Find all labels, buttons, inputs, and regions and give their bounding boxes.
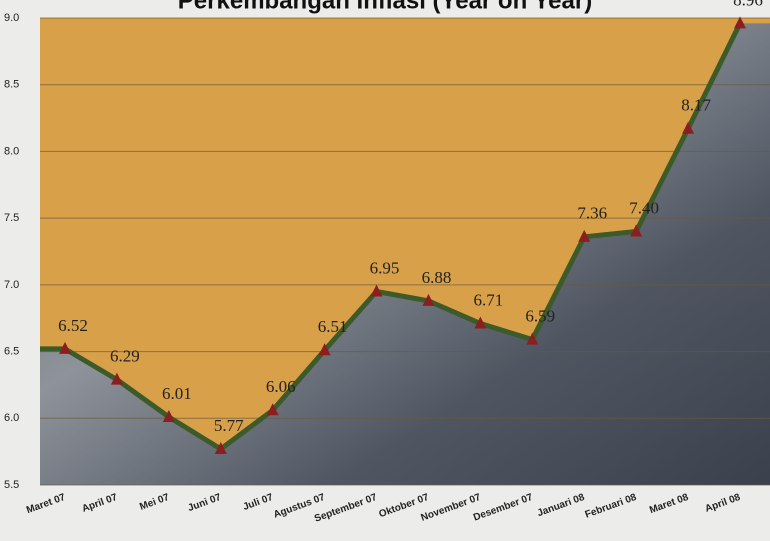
marker [474, 316, 487, 329]
marker [682, 121, 695, 134]
value-label: 6.06 [266, 377, 296, 396]
marker [370, 284, 383, 297]
value-label: 8.96 [733, 0, 763, 9]
marker [630, 224, 643, 237]
marker [214, 441, 227, 454]
value-label: 5.77 [214, 416, 244, 435]
value-label: 6.88 [422, 268, 452, 287]
marker [59, 341, 71, 354]
area-fill [40, 18, 770, 449]
marker [266, 403, 279, 416]
y-tick-label: 7.0 [4, 279, 19, 291]
marker [578, 229, 591, 242]
marker [110, 372, 123, 385]
marker [526, 332, 539, 345]
y-tick-label: 8.0 [4, 145, 19, 157]
value-label: 7.36 [577, 204, 607, 223]
value-label: 6.01 [162, 384, 192, 403]
value-label: 6.51 [318, 317, 348, 336]
line [63, 22, 743, 452]
marker [162, 409, 175, 422]
value-label: 6.52 [58, 316, 88, 335]
y-tick-label: 6.0 [4, 412, 19, 424]
y-tick-label: 5.5 [4, 479, 19, 491]
value-label: 6.59 [525, 306, 555, 325]
value-label: 7.40 [629, 198, 659, 217]
y-tick-label: 6.5 [4, 345, 19, 357]
value-label: 8.17 [681, 96, 711, 115]
value-label: 6.71 [474, 290, 504, 309]
y-tick-label: 9.0 [4, 12, 19, 24]
marker [422, 293, 435, 306]
chart-title: Perkembangan Inflasi (Year on Year) [178, 0, 592, 14]
marker [734, 16, 746, 29]
value-label: 6.29 [110, 346, 140, 365]
y-tick-label: 8.5 [4, 79, 19, 91]
value-label: 6.95 [370, 258, 400, 277]
marker [318, 343, 331, 356]
y-tick-label: 7.5 [4, 212, 19, 224]
